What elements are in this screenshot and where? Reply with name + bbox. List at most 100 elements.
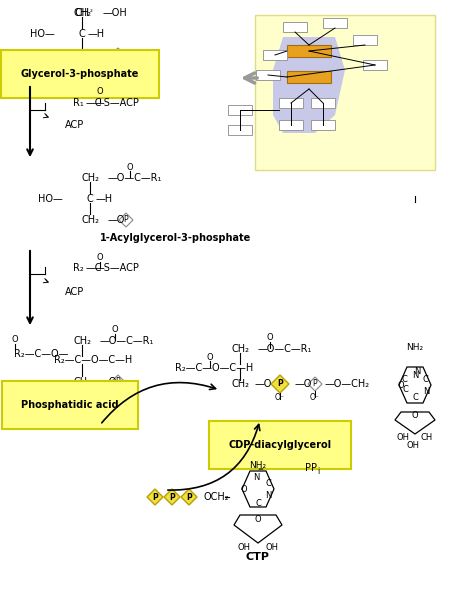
Text: Glycerol-3-phosphate: Glycerol-3-phosphate — [21, 69, 139, 79]
Text: —H: —H — [88, 29, 105, 39]
Text: C: C — [87, 194, 93, 204]
Text: R₂—C—O—C—H: R₂—C—O—C—H — [54, 355, 132, 365]
Text: —O: —O — [255, 379, 272, 389]
Text: R₂—C—O—C—H: R₂—C—O—C—H — [175, 363, 253, 373]
Text: —S—ACP: —S—ACP — [95, 263, 140, 273]
Bar — [311, 98, 335, 108]
Text: —H: —H — [96, 194, 113, 204]
Text: —O: —O — [108, 215, 125, 225]
Text: P: P — [169, 492, 175, 501]
Text: P: P — [313, 379, 317, 388]
Text: CH: CH — [74, 8, 90, 18]
Text: C: C — [422, 376, 428, 385]
Text: =: = — [257, 466, 263, 472]
Text: O: O — [127, 162, 133, 172]
Text: HO—: HO— — [38, 194, 63, 204]
Bar — [353, 35, 377, 45]
Polygon shape — [164, 489, 180, 505]
Text: P: P — [277, 379, 283, 388]
Text: Phosphatidic acid: Phosphatidic acid — [21, 400, 119, 410]
Bar — [287, 45, 331, 57]
Text: O: O — [96, 88, 103, 97]
Text: —O: —O — [100, 377, 117, 387]
Text: C: C — [412, 393, 418, 402]
Text: O: O — [255, 515, 261, 524]
Bar — [279, 98, 303, 108]
Text: CH₂: CH₂ — [73, 50, 91, 60]
Text: CH₂: CH₂ — [81, 215, 99, 225]
Text: O⁻: O⁻ — [310, 393, 320, 402]
Text: CH: CH — [421, 434, 433, 443]
Text: R₂—C—O—: R₂—C—O— — [14, 349, 68, 359]
Text: CH₂: CH₂ — [73, 377, 91, 387]
Bar — [311, 120, 335, 130]
Text: CH₂: CH₂ — [73, 8, 91, 18]
Text: CH₂: CH₂ — [231, 344, 249, 354]
Text: O: O — [267, 333, 273, 342]
Text: —O—C—R₁: —O—C—R₁ — [100, 336, 154, 346]
Text: OCH₂: OCH₂ — [203, 492, 229, 502]
Text: CH₂: CH₂ — [231, 379, 249, 389]
Text: O: O — [96, 254, 103, 263]
Text: i: i — [317, 466, 319, 475]
Text: PP: PP — [305, 463, 317, 473]
Text: O: O — [241, 484, 247, 493]
Text: OH: OH — [406, 440, 419, 449]
Text: O⁻: O⁻ — [275, 393, 285, 402]
Text: —O—CH₂: —O—CH₂ — [325, 379, 370, 389]
Polygon shape — [147, 489, 163, 505]
Text: P: P — [124, 216, 128, 225]
Text: N: N — [423, 388, 429, 396]
Bar — [228, 105, 252, 115]
Text: C: C — [401, 376, 407, 385]
Bar — [228, 125, 252, 135]
Text: O: O — [398, 381, 405, 390]
Text: P: P — [116, 51, 120, 60]
Text: O: O — [412, 411, 418, 420]
Text: O: O — [12, 335, 18, 344]
Text: R₁: R₁ — [73, 98, 84, 108]
Bar — [279, 120, 303, 130]
Polygon shape — [273, 37, 345, 133]
Text: R₂: R₂ — [73, 263, 84, 273]
Text: ₂: ₂ — [90, 7, 92, 13]
Text: C: C — [265, 480, 271, 489]
Text: N: N — [412, 370, 418, 379]
Text: O: O — [112, 326, 118, 335]
Text: —C: —C — [86, 263, 102, 273]
Text: P: P — [152, 492, 158, 501]
FancyBboxPatch shape — [255, 15, 435, 170]
Text: HO—: HO— — [30, 29, 55, 39]
Text: N: N — [253, 472, 259, 481]
Polygon shape — [308, 377, 322, 391]
Polygon shape — [111, 375, 125, 389]
Text: O: O — [207, 353, 213, 362]
Bar — [363, 60, 387, 70]
Bar — [287, 71, 331, 83]
Text: C: C — [402, 385, 408, 394]
Text: OH: OH — [237, 542, 251, 551]
Text: —O: —O — [295, 379, 313, 389]
Text: NH₂: NH₂ — [250, 460, 266, 469]
Text: —S—ACP: —S—ACP — [95, 98, 140, 108]
Text: C: C — [255, 498, 261, 507]
Text: CH₂: CH₂ — [73, 336, 91, 346]
Polygon shape — [119, 213, 133, 227]
Text: OH: OH — [396, 434, 410, 443]
Text: P: P — [116, 378, 120, 387]
Text: —O—C—R₁: —O—C—R₁ — [258, 344, 313, 354]
Text: CTP: CTP — [246, 552, 270, 562]
Text: N: N — [265, 492, 271, 501]
Text: CDP-diacylglycerol: CDP-diacylglycerol — [228, 440, 332, 450]
Polygon shape — [181, 489, 197, 505]
Text: OH: OH — [265, 542, 279, 551]
Text: NH₂: NH₂ — [406, 344, 424, 353]
Text: P: P — [186, 492, 192, 501]
Text: —OH: —OH — [103, 8, 128, 18]
Text: C: C — [79, 29, 85, 39]
Text: CH₂: CH₂ — [81, 173, 99, 183]
Text: —O—C—R₁: —O—C—R₁ — [108, 173, 162, 183]
Text: —C: —C — [86, 98, 102, 108]
Bar — [256, 70, 280, 80]
Polygon shape — [271, 375, 289, 393]
